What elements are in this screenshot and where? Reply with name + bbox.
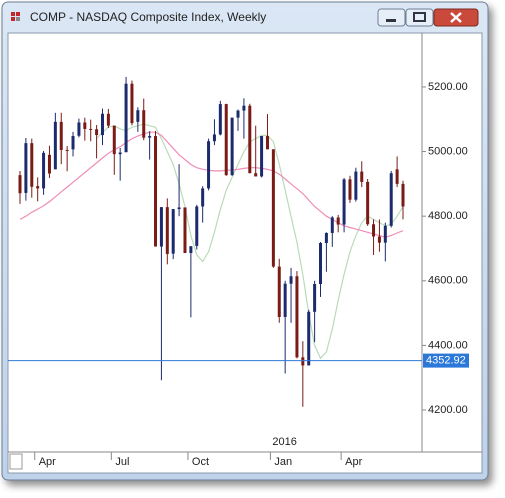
candle-body — [24, 143, 28, 193]
candle-body — [283, 283, 287, 317]
candle-body — [201, 188, 205, 207]
candle-body — [42, 152, 46, 189]
candle-body — [330, 217, 334, 233]
candle-body — [265, 136, 269, 150]
candle-body — [112, 125, 116, 155]
candle-body — [183, 207, 187, 253]
candle-body — [389, 173, 393, 226]
candle-body — [118, 152, 122, 155]
candle-body — [36, 186, 40, 189]
app-icon — [11, 12, 20, 21]
candle-body — [195, 206, 199, 246]
candle-body — [383, 225, 387, 243]
candle-body — [218, 104, 222, 135]
candle-body — [295, 276, 299, 358]
candle-body — [307, 311, 311, 366]
x-tick-label: Apr — [345, 456, 362, 468]
candle-body — [342, 179, 346, 225]
candle-body — [336, 217, 340, 225]
candle-body — [47, 154, 51, 174]
candle-body — [30, 143, 34, 187]
candle-body — [130, 83, 134, 124]
candle-body — [401, 183, 405, 207]
candle-body — [360, 171, 364, 182]
x-tick-label: Apr — [39, 456, 56, 468]
candle-body — [65, 149, 69, 151]
candle-body — [324, 232, 328, 243]
candle-body — [77, 122, 81, 136]
close-button[interactable] — [433, 8, 479, 27]
candle-body — [236, 110, 240, 118]
candle-body — [83, 122, 87, 129]
candle-body — [142, 110, 146, 138]
candle-body — [177, 207, 181, 210]
candle-body — [189, 246, 193, 253]
candle-body — [207, 141, 211, 189]
candle-body — [319, 242, 323, 285]
candle-body — [154, 136, 158, 247]
year-label: 2016 — [272, 436, 296, 448]
y-tick-label: 4600.00 — [428, 275, 468, 287]
candle-body — [260, 136, 264, 177]
candle-body — [136, 110, 140, 122]
candle-body — [165, 207, 169, 254]
candle-body — [254, 173, 258, 177]
corner-box[interactable] — [9, 453, 23, 470]
candle-body — [212, 134, 216, 142]
y-tick-label: 4200.00 — [428, 404, 468, 416]
candle-body — [59, 121, 63, 150]
candle-body — [372, 224, 376, 237]
candle-body — [377, 236, 381, 243]
candle-body — [242, 105, 246, 111]
candle-body — [289, 276, 293, 284]
candle-body — [224, 104, 228, 176]
y-tick-label: 5000.00 — [428, 145, 468, 157]
candle-body — [106, 113, 110, 126]
price-label: 4352.92 — [426, 355, 466, 367]
candle-body — [354, 171, 358, 200]
price-label-box — [423, 353, 469, 368]
candle-body — [395, 169, 399, 184]
maximize-button[interactable] — [405, 8, 434, 27]
candle-body — [230, 117, 234, 176]
x-tick-label: Jul — [115, 456, 129, 468]
candle-body — [89, 128, 93, 130]
y-tick-label: 4800.00 — [428, 210, 468, 222]
minimize-button[interactable] — [377, 8, 406, 27]
candle-body — [271, 149, 275, 267]
x-tick-label: Oct — [192, 456, 209, 468]
candle-body — [124, 83, 128, 153]
candle-body — [301, 357, 305, 366]
x-tick-label: Jan — [274, 456, 292, 468]
candle-body — [171, 209, 175, 254]
candle-body — [248, 105, 252, 174]
candle-body — [366, 181, 370, 225]
candle-body — [53, 121, 57, 170]
y-tick-label: 5200.00 — [428, 81, 468, 93]
window-title: COMP - NASDAQ Composite Index, Weekly — [30, 10, 266, 24]
candle-body — [277, 266, 281, 317]
y-tick-label: 4400.00 — [428, 339, 468, 351]
candle-body — [348, 179, 352, 200]
candle-body — [71, 136, 75, 150]
chart-panel — [7, 32, 483, 474]
candle-body — [148, 136, 152, 138]
candle-body — [313, 284, 317, 312]
candle-body — [159, 207, 163, 247]
candle-body — [18, 175, 22, 194]
candle-body — [100, 113, 104, 136]
candle-body — [95, 129, 99, 136]
